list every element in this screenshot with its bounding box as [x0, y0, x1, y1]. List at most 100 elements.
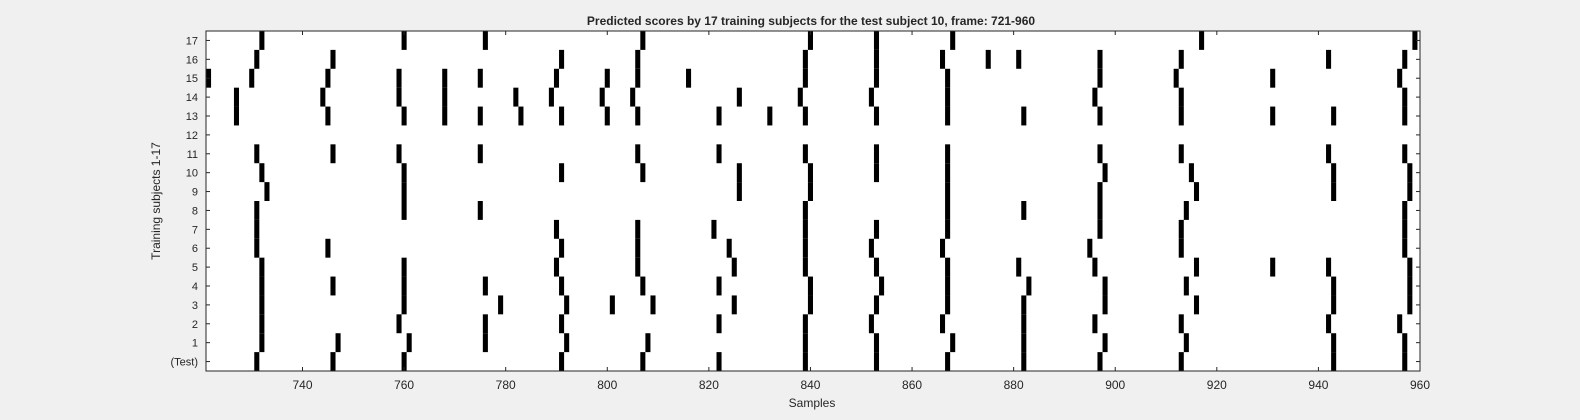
score-mark — [599, 87, 605, 107]
score-mark — [442, 68, 448, 88]
x-tick-label: 780 — [496, 378, 516, 392]
y-tick-label: (Test) — [171, 357, 199, 369]
score-mark — [401, 201, 407, 220]
score-mark — [259, 163, 265, 183]
y-tick-label: 11 — [187, 149, 198, 161]
score-mark — [950, 31, 956, 50]
score-mark — [259, 295, 265, 315]
score-mark — [1326, 314, 1332, 334]
score-mark — [940, 238, 946, 258]
score-mark — [1173, 68, 1179, 88]
score-mark — [1331, 276, 1337, 296]
x-tick-label: 940 — [1308, 378, 1328, 392]
score-mark — [259, 276, 265, 296]
score-mark — [1021, 201, 1027, 220]
score-mark — [1097, 201, 1103, 220]
score-mark — [640, 163, 646, 183]
score-mark — [254, 201, 260, 220]
score-mark — [945, 182, 951, 201]
score-mark — [1097, 219, 1103, 239]
score-mark — [401, 182, 407, 201]
score-mark — [686, 68, 692, 88]
score-mark — [1102, 276, 1108, 296]
score-mark — [802, 333, 808, 353]
score-mark — [1402, 333, 1408, 353]
score-mark — [401, 295, 407, 315]
score-mark — [1331, 333, 1337, 353]
score-mark — [477, 68, 483, 88]
score-mark — [1331, 295, 1337, 315]
score-mark — [716, 106, 722, 126]
score-mark — [1407, 257, 1413, 277]
score-mark — [1402, 49, 1408, 69]
score-mark — [1092, 87, 1098, 107]
score-mark — [330, 49, 336, 69]
score-mark — [330, 144, 336, 164]
score-mark — [609, 295, 615, 315]
score-mark — [945, 106, 951, 126]
score-mark — [807, 31, 813, 50]
score-mark — [807, 295, 813, 315]
score-mark — [1183, 276, 1189, 296]
score-mark — [1183, 333, 1189, 353]
score-mark — [726, 238, 732, 258]
score-mark — [1193, 182, 1200, 201]
y-tick-label: 5 — [192, 262, 198, 274]
score-mark — [635, 238, 641, 258]
y-tick-label: 15 — [186, 73, 198, 85]
score-mark — [873, 257, 880, 277]
score-mark — [716, 276, 722, 296]
score-mark — [945, 352, 951, 371]
score-mark — [797, 87, 803, 107]
x-tick-label: 960 — [1410, 378, 1430, 392]
score-mark — [259, 257, 265, 277]
score-mark — [559, 238, 565, 258]
score-mark — [879, 276, 885, 296]
score-mark — [1178, 144, 1184, 164]
score-mark — [802, 106, 808, 126]
score-mark — [1397, 314, 1403, 334]
score-mark — [940, 49, 946, 69]
score-mark — [716, 144, 722, 164]
y-tick-label: 14 — [186, 92, 198, 104]
score-mark — [1188, 163, 1194, 183]
score-mark — [330, 352, 336, 371]
score-mark — [396, 144, 402, 164]
score-mark — [1097, 144, 1103, 164]
score-mark — [802, 49, 808, 69]
score-mark — [945, 163, 951, 183]
score-mark — [630, 87, 636, 107]
chart-title: Predicted scores by 17 training subjects… — [587, 14, 1035, 28]
score-mark — [1183, 201, 1189, 220]
score-mark — [1402, 219, 1408, 239]
x-tick-label: 800 — [597, 378, 617, 392]
score-mark — [259, 314, 265, 334]
score-mark — [553, 257, 560, 277]
raster-marks — [206, 31, 1418, 371]
score-mark — [1402, 238, 1408, 258]
score-mark — [1402, 352, 1408, 371]
score-mark — [1102, 163, 1108, 183]
score-mark — [1178, 314, 1184, 334]
score-mark — [802, 219, 808, 239]
score-mark — [1097, 182, 1103, 201]
score-mark — [1270, 257, 1276, 277]
score-mark — [640, 276, 646, 296]
score-mark — [1178, 238, 1184, 258]
score-mark — [401, 106, 407, 126]
y-tick-label: 7 — [192, 224, 198, 236]
score-mark — [482, 276, 488, 296]
score-mark — [1021, 106, 1027, 126]
score-mark — [604, 106, 610, 126]
score-mark — [1178, 106, 1184, 126]
score-mark — [802, 257, 808, 277]
score-mark — [396, 87, 402, 107]
score-mark — [945, 257, 951, 277]
score-mark — [650, 295, 656, 315]
score-mark — [1326, 49, 1332, 69]
score-mark — [1331, 182, 1337, 201]
score-mark — [716, 314, 722, 334]
score-mark — [559, 106, 565, 126]
score-mark — [1402, 106, 1408, 126]
